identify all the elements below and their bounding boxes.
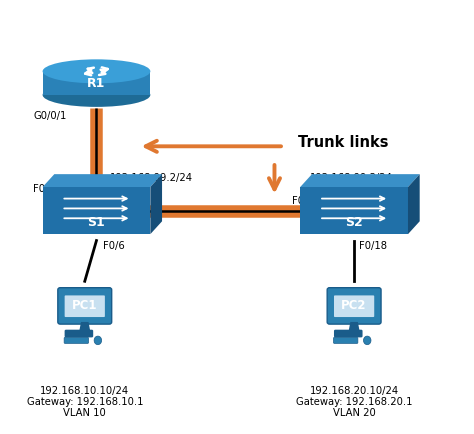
FancyBboxPatch shape [334, 296, 374, 317]
Polygon shape [408, 174, 419, 234]
Text: F0/6: F0/6 [103, 241, 125, 251]
FancyBboxPatch shape [64, 330, 93, 337]
Ellipse shape [364, 336, 371, 345]
Text: F0/5: F0/5 [33, 184, 55, 194]
Text: 192.168.99.3/24: 192.168.99.3/24 [310, 173, 392, 183]
Polygon shape [348, 322, 360, 332]
Text: VLAN 20: VLAN 20 [333, 408, 375, 418]
Polygon shape [43, 174, 162, 187]
Polygon shape [300, 174, 419, 187]
Text: S1: S1 [88, 216, 105, 229]
Text: PC2: PC2 [341, 299, 367, 312]
Text: S2: S2 [345, 216, 363, 229]
Text: Gateway: 192.168.10.1: Gateway: 192.168.10.1 [27, 397, 143, 407]
Polygon shape [79, 322, 91, 332]
Text: PC1: PC1 [72, 299, 98, 312]
FancyBboxPatch shape [43, 71, 150, 95]
Text: 192.168.99.2/24: 192.168.99.2/24 [109, 173, 192, 183]
FancyBboxPatch shape [327, 288, 381, 324]
Ellipse shape [43, 59, 150, 83]
Ellipse shape [43, 83, 150, 107]
Polygon shape [43, 187, 150, 234]
FancyBboxPatch shape [334, 330, 363, 337]
Text: 192.168.20.10/24: 192.168.20.10/24 [310, 385, 399, 395]
Polygon shape [150, 174, 162, 234]
Text: F0/18: F0/18 [359, 241, 387, 251]
Text: VLAN 10: VLAN 10 [64, 408, 106, 418]
FancyBboxPatch shape [58, 288, 112, 324]
Text: Gateway: 192.168.20.1: Gateway: 192.168.20.1 [296, 397, 412, 407]
Text: F0/1: F0/1 [292, 196, 314, 206]
Text: R1: R1 [87, 77, 106, 89]
FancyBboxPatch shape [334, 337, 358, 343]
Text: G0/0/1: G0/0/1 [33, 111, 67, 122]
Text: F0/1: F0/1 [126, 196, 147, 206]
Polygon shape [300, 187, 408, 234]
FancyBboxPatch shape [64, 296, 105, 317]
Text: Trunk links: Trunk links [298, 135, 388, 150]
Text: 192.168.10.10/24: 192.168.10.10/24 [40, 385, 129, 395]
FancyBboxPatch shape [64, 337, 89, 343]
Ellipse shape [94, 336, 101, 345]
